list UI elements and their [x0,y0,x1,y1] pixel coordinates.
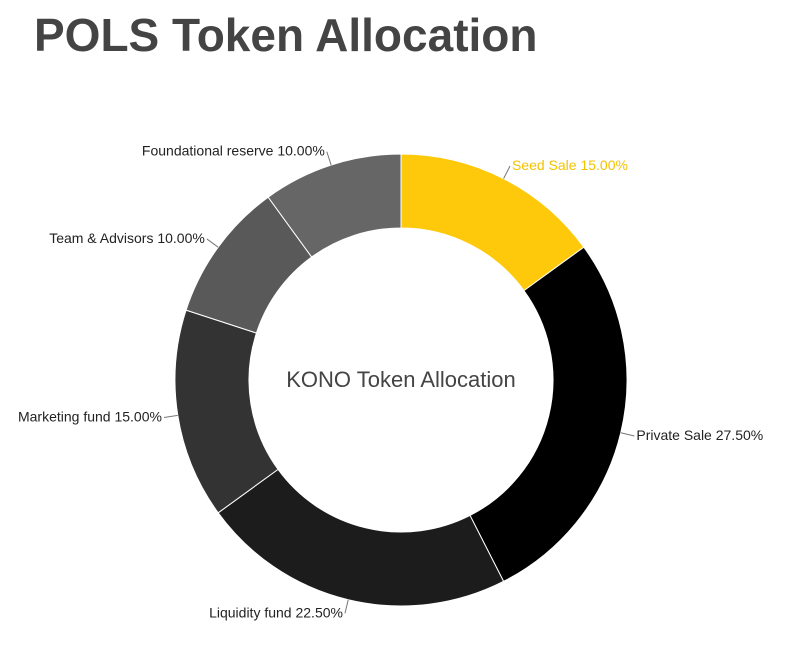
value-label: 10.00% [157,230,204,246]
slice [469,246,628,583]
slice [217,468,505,607]
leader-line [344,599,349,614]
category-label: Marketing fund [18,408,111,424]
slice-label: Liquidity fund 22.50% [209,604,343,620]
category-label: Private Sale [636,427,712,443]
value-label: 15.00% [580,157,627,173]
slice [267,153,402,258]
slice-label: Private Sale 27.50% [636,427,763,443]
center-text: KONO Token Allocation [286,367,516,392]
slice-label: Team & Advisors 10.00% [49,230,205,246]
category-label: Foundational reserve [142,142,274,158]
page-title: POLS Token Allocation [34,9,538,61]
slice-label: Marketing fund 15.00% [18,408,162,424]
value-label: 22.50% [295,604,342,620]
leader-line [503,165,511,179]
value-label: 27.50% [716,427,763,443]
slice-label: Seed Sale 15.00% [512,157,628,173]
leader-line [206,238,219,248]
leader-line [163,414,178,419]
leader-line [326,151,332,166]
value-label: 15.00% [114,408,161,424]
category-label: Team & Advisors [49,230,153,246]
category-label: Seed Sale [512,157,577,173]
value-label: 10.00% [277,142,324,158]
leader-line [620,432,635,437]
category-label: Liquidity fund [209,604,292,620]
slice-label: Foundational reserve 10.00% [142,142,325,158]
